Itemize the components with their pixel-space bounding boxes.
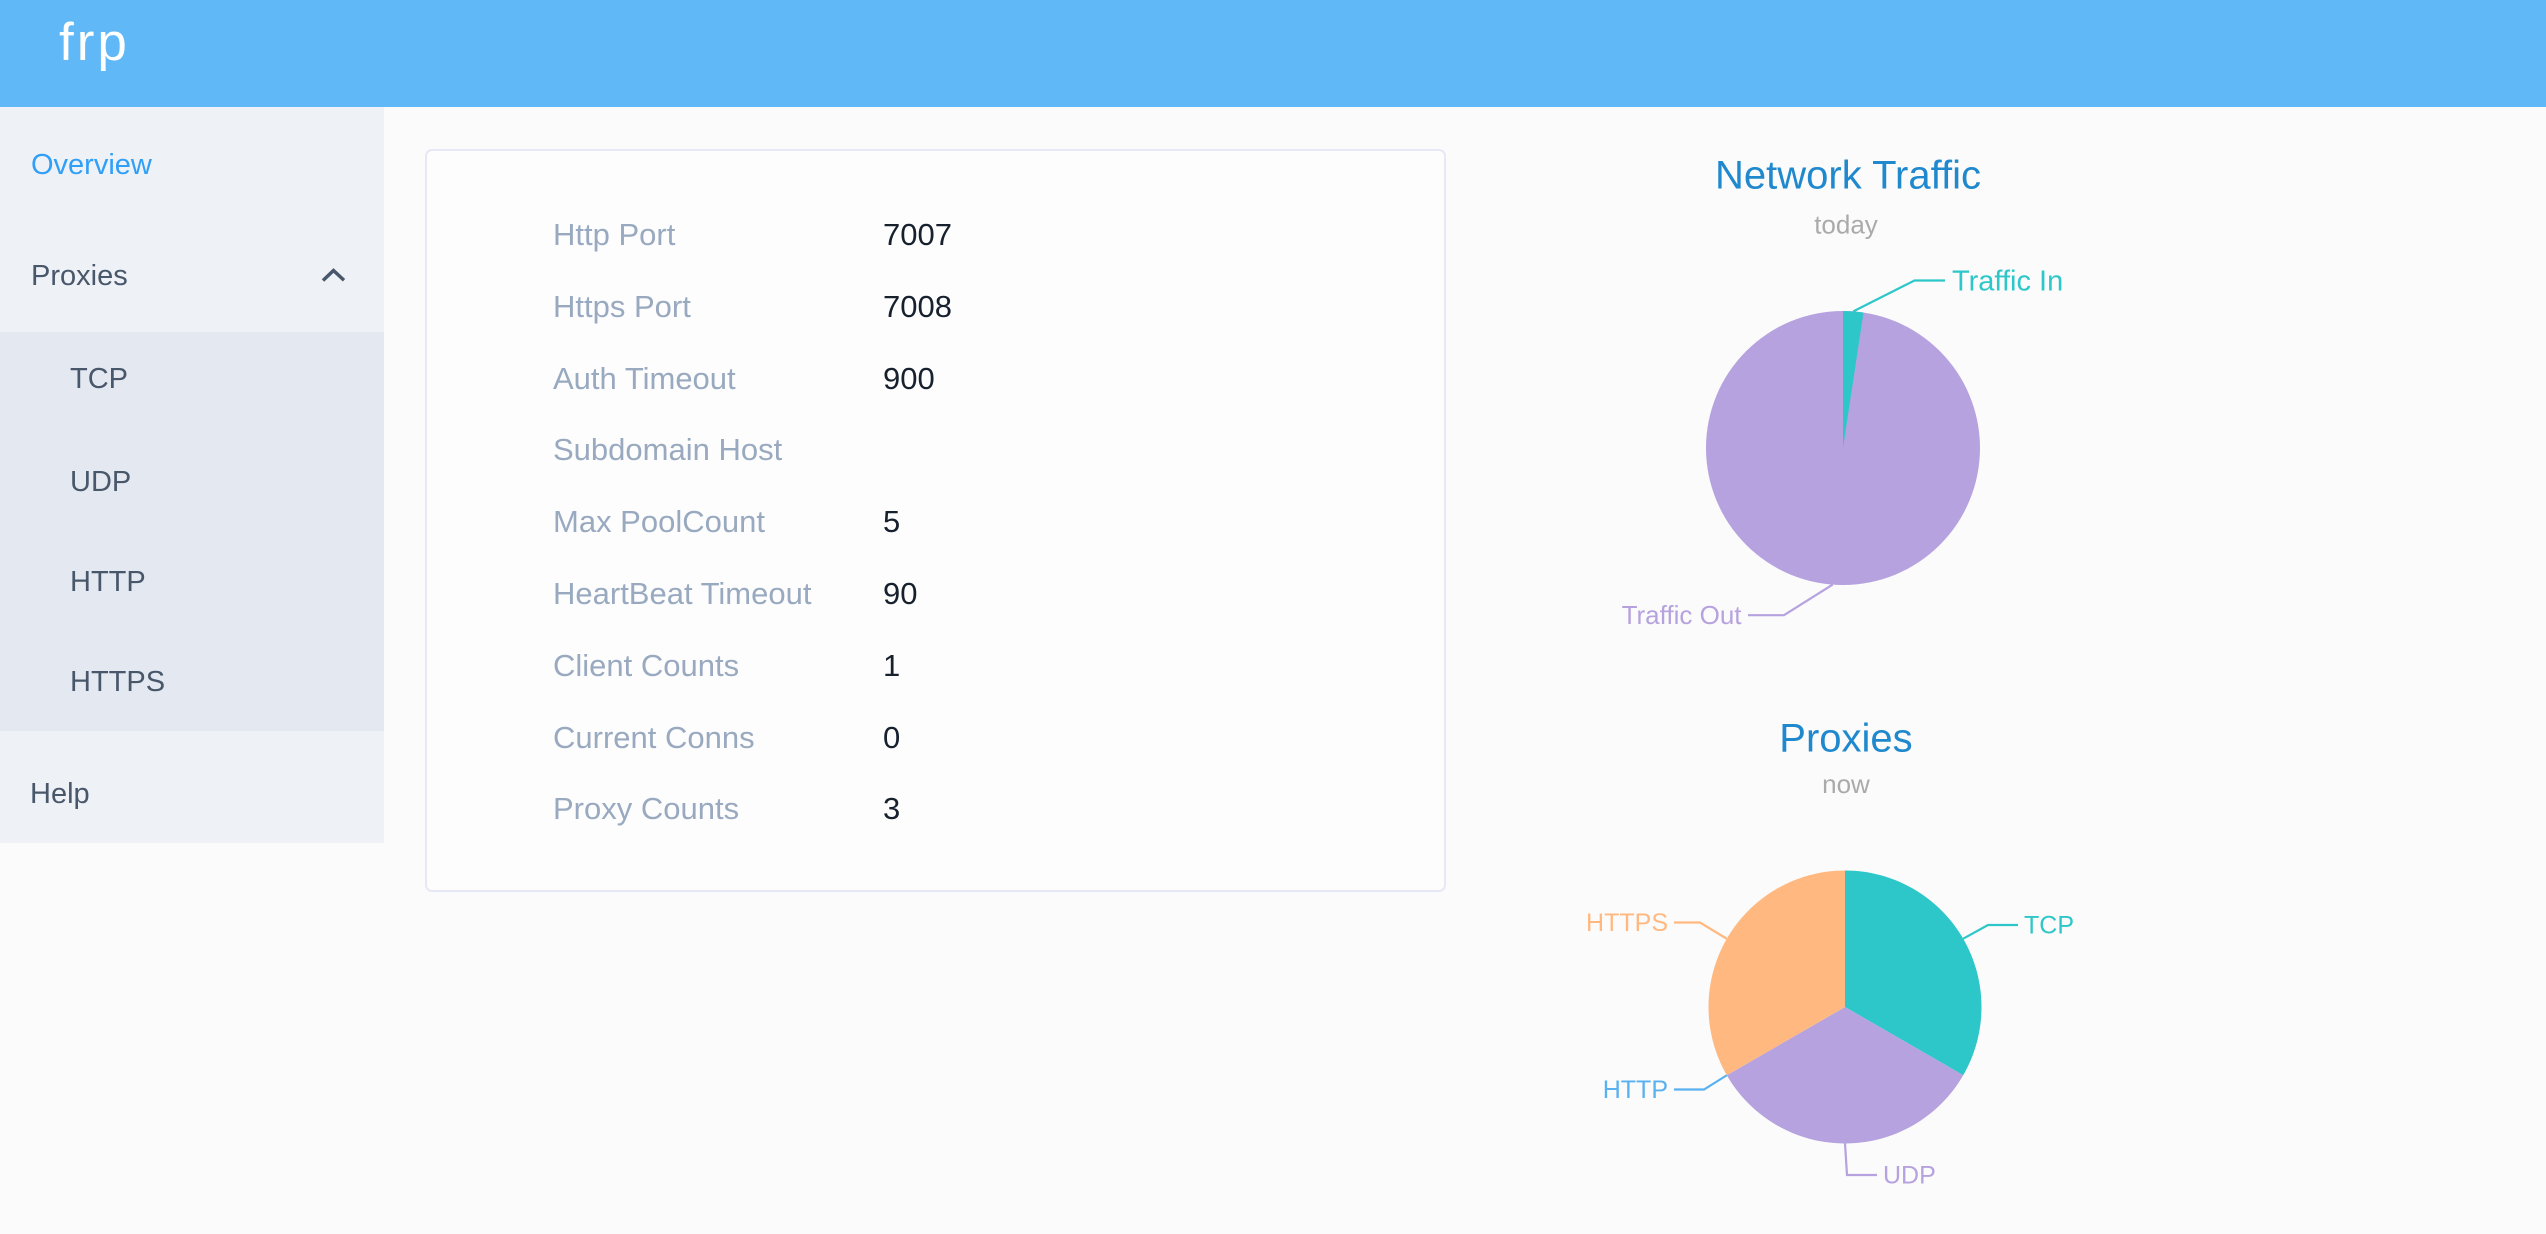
svg-text:HTTP: HTTP xyxy=(1603,1076,1668,1104)
svg-text:Proxies: Proxies xyxy=(1779,717,1912,761)
svg-text:today: today xyxy=(1814,210,1878,240)
svg-text:TCP: TCP xyxy=(2024,912,2074,940)
svg-text:UDP: UDP xyxy=(1883,1162,1936,1190)
svg-text:Network Traffic: Network Traffic xyxy=(1715,154,1981,198)
svg-text:Traffic In: Traffic In xyxy=(1952,266,2063,298)
svg-text:Traffic Out: Traffic Out xyxy=(1622,600,1743,630)
svg-text:now: now xyxy=(1822,769,1870,799)
svg-text:HTTPS: HTTPS xyxy=(1586,909,1668,937)
